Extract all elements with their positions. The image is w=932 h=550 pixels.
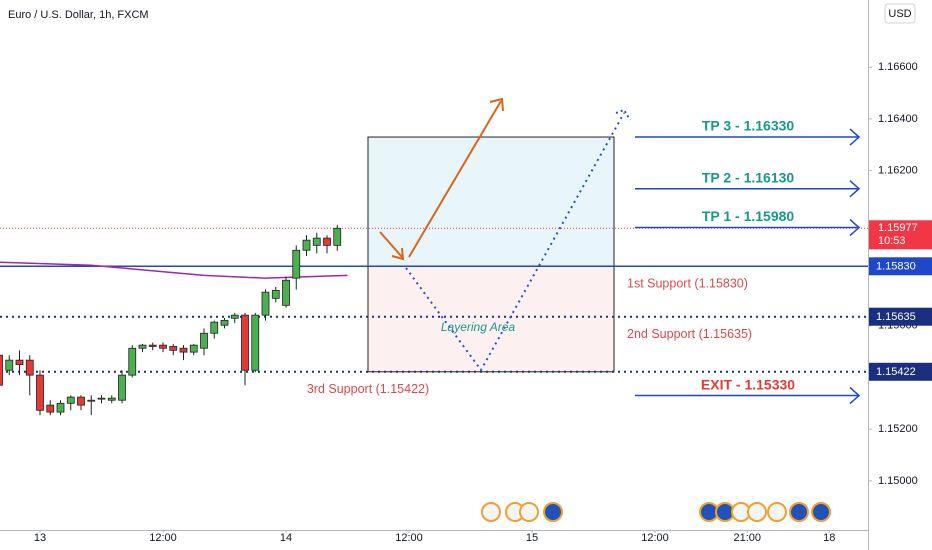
target-label: TP 1 - 1.15980: [702, 208, 795, 224]
candle-body: [56, 402, 65, 413]
candle-body: [159, 344, 167, 349]
support-note: 2nd Support (1.15635): [627, 327, 752, 341]
x-tick-label: 15: [526, 532, 538, 544]
candle-body: [323, 237, 331, 246]
price-tag-label: 1.15422: [876, 366, 916, 378]
event-icon: [519, 502, 539, 522]
x-tick-label: 14: [280, 532, 292, 544]
orange-arrowhead: [489, 97, 504, 112]
x-tick-label: 12:00: [149, 532, 177, 544]
currency-button[interactable]: [884, 3, 916, 24]
plot-area: [0, 136, 868, 416]
candle-body: [179, 347, 188, 353]
event-icon: [767, 502, 787, 522]
target-label: TP 2 - 1.16130: [702, 169, 795, 185]
price-tag-label: 1.15830: [876, 261, 916, 273]
candle-body: [128, 347, 137, 376]
y-tick-label: 1.16200: [878, 165, 918, 177]
candle-body: [189, 344, 198, 353]
candle-body: [210, 321, 219, 334]
y-tick-label: 1.15000: [878, 475, 918, 487]
candle-body: [118, 374, 126, 401]
candle-body: [87, 399, 96, 402]
x-tick-label: 12:00: [395, 532, 423, 544]
orange-arrowhead: [391, 247, 405, 261]
candle-body: [46, 404, 55, 413]
support-note: 3rd Support (1.15422): [307, 382, 429, 396]
price-tag: [869, 362, 932, 381]
candle-body: [251, 314, 260, 371]
candle-body: [66, 396, 75, 404]
candle-body: [220, 319, 229, 326]
event-icon: [789, 502, 809, 522]
target-label: TP 3 - 1.16330: [702, 118, 795, 134]
candle-body: [15, 359, 24, 365]
candle-body: [261, 291, 270, 316]
countdown: 10:53: [878, 235, 906, 247]
target-arrowhead: [849, 180, 861, 198]
projection-path: [405, 112, 625, 372]
candle-body: [230, 314, 239, 319]
event-icon: [747, 502, 767, 522]
zone-lower: [367, 265, 615, 373]
candle-body: [97, 397, 106, 400]
target-arrowhead: [849, 128, 861, 146]
orange-arrow: [408, 100, 502, 258]
candle-body: [292, 249, 301, 279]
candle-body: [333, 227, 342, 246]
projection-arrowhead: [615, 108, 631, 121]
drawings: [379, 97, 631, 372]
target-arrowhead: [849, 218, 861, 237]
y-tick-label: 1.16600: [878, 61, 918, 73]
price-tag: [869, 257, 932, 276]
price-tag-label: 1.15635: [876, 311, 916, 323]
support-note: 1st Support (1.15830): [627, 277, 748, 291]
last-price-label: 1.15977: [878, 222, 918, 234]
candle-body: [36, 374, 44, 411]
last-price-tag: [869, 220, 932, 250]
candle-body: [312, 237, 321, 246]
x-tick-label: 18: [823, 532, 835, 544]
event-icon: [543, 502, 563, 522]
candle-body: [282, 279, 290, 306]
currency-label: USD: [888, 8, 911, 20]
candle-body: [241, 314, 249, 371]
zone-upper: [367, 136, 615, 267]
candle-body: [302, 239, 311, 251]
x-tick-label: 13: [34, 532, 46, 544]
zone-label: Layering Area: [441, 320, 516, 334]
candle-body: [271, 289, 280, 299]
chart-title: Euro / U.S. Dollar, 1h, FXCM: [8, 9, 149, 21]
candle-body: [138, 344, 147, 349]
candle-body: [200, 332, 208, 349]
x-tick-label: 21:00: [733, 532, 761, 544]
event-icon: [481, 502, 501, 522]
candle-body: [169, 346, 178, 351]
candle-body: [77, 396, 85, 406]
candle-body: [25, 359, 34, 376]
x-tick-label: 12:00: [641, 532, 669, 544]
candle-body: [107, 397, 116, 401]
target-arrowhead: [849, 387, 861, 405]
event-icon: [811, 502, 831, 522]
target-label: EXIT - 1.15330: [701, 376, 795, 392]
y-tick-label: 1.16400: [878, 113, 918, 125]
price-tag: [869, 307, 932, 326]
y-tick-label: 1.15200: [878, 423, 918, 435]
candle-body: [0, 354, 3, 386]
candle-body: [5, 359, 14, 371]
event-icons: [481, 502, 831, 522]
candle-body: [148, 344, 157, 347]
orange-arrow-small: [379, 231, 403, 258]
